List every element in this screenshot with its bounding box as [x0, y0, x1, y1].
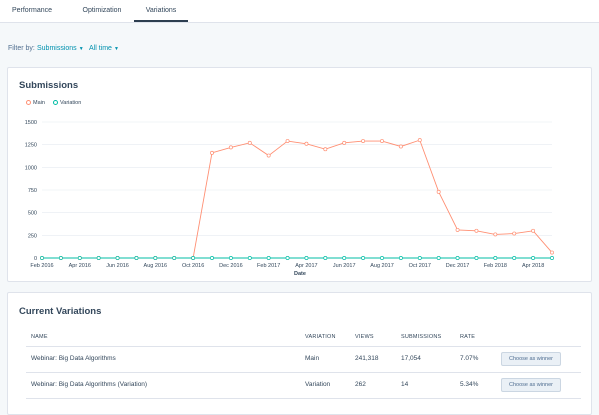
row-rate: 7.07% — [460, 355, 479, 362]
legend-main-label: Main — [33, 100, 45, 106]
variations-title: Current Variations — [19, 306, 102, 317]
row-rate: 5.34% — [460, 381, 479, 388]
row-divider — [26, 398, 581, 399]
tab-variations[interactable]: Variations — [134, 0, 188, 22]
submissions-card: Submissions — [7, 67, 592, 282]
row-submissions: 14 — [401, 381, 409, 388]
row-submissions: 17,054 — [401, 355, 421, 362]
caret-down-icon: ▼ — [113, 46, 119, 52]
row-divider — [26, 346, 581, 347]
col-variation-header: VARIATION — [305, 334, 336, 340]
row-name: Webinar: Big Data Algorithms — [31, 355, 116, 362]
filter-label: Filter by: — [8, 45, 35, 52]
filter-range-dropdown[interactable]: All time ▼ — [89, 45, 119, 52]
legend-variation[interactable]: Variation — [53, 100, 81, 106]
row-variation: Variation — [305, 381, 331, 388]
legend-variation-dot — [53, 100, 58, 106]
tab-performance[interactable]: Performance — [11, 7, 53, 14]
row-divider — [26, 372, 581, 373]
filter-range-value: All time — [89, 45, 112, 52]
row-name: Webinar: Big Data Algorithms (Variation) — [31, 381, 148, 388]
row-views: 241,318 — [355, 355, 379, 362]
col-name-header: NAME — [31, 334, 48, 340]
col-submissions-header: SUBMISSIONS — [401, 334, 442, 340]
variations-card: Current Variations — [7, 292, 592, 415]
submissions-title: Submissions — [19, 80, 79, 91]
tab-optimization[interactable]: Optimization — [82, 7, 122, 14]
col-rate-header: RATE — [460, 334, 476, 340]
row-views: 262 — [355, 381, 366, 388]
filter-metric-value: Submissions — [37, 45, 77, 52]
legend-main-dot — [26, 100, 31, 106]
filter-metric-dropdown[interactable]: Submissions ▼ — [37, 45, 84, 52]
legend-main[interactable]: Main — [26, 100, 45, 106]
col-views-header: VIEWS — [355, 334, 374, 340]
legend-variation-label: Variation — [60, 100, 82, 106]
caret-down-icon: ▼ — [78, 46, 84, 52]
choose-winner-button[interactable]: Choose as winner — [501, 378, 561, 392]
row-variation: Main — [305, 355, 320, 362]
tab-bar: Performance Optimization Variations — [0, 0, 599, 23]
choose-winner-button[interactable]: Choose as winner — [501, 352, 561, 366]
